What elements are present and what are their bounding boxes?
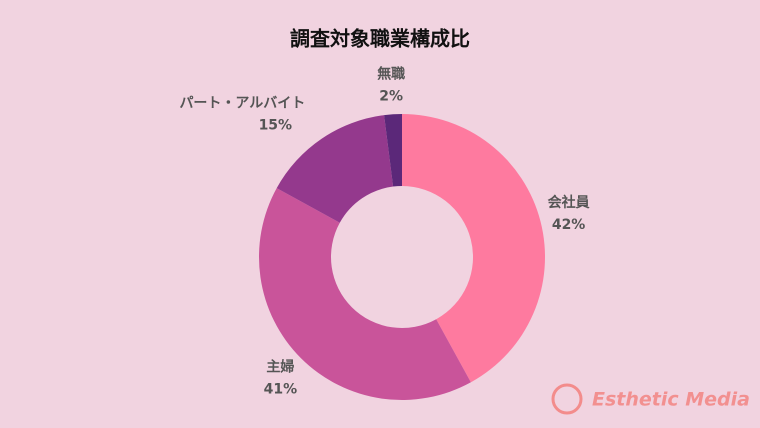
slice-label: 無職 xyxy=(377,65,405,82)
watermark-logo xyxy=(551,383,583,415)
slice-label: パート・アルバイト xyxy=(179,96,305,112)
value-label: 42% xyxy=(552,217,586,233)
watermark: Esthetic Media xyxy=(592,389,750,411)
slice-label: 主婦 xyxy=(266,359,294,376)
chart-title: 調査対象職業構成比 xyxy=(290,27,470,51)
donut-slice xyxy=(384,114,402,187)
donut-slice xyxy=(259,188,471,400)
donut-slice xyxy=(402,114,545,383)
value-label: 2% xyxy=(379,88,403,104)
value-label: 41% xyxy=(264,382,298,398)
donut-slice xyxy=(276,115,394,223)
slice-label: 会社員 xyxy=(548,194,590,211)
value-label: 15% xyxy=(259,118,293,134)
